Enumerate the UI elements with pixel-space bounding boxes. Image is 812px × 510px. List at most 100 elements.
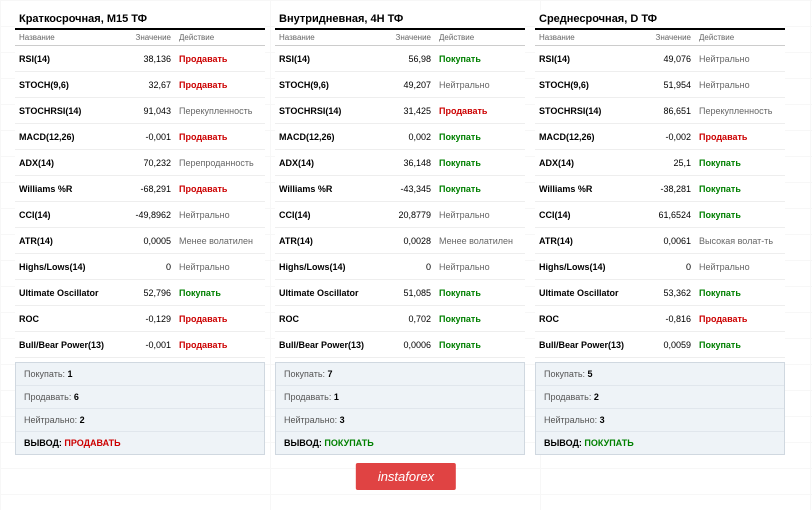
indicator-value: 51,954 [635, 77, 695, 93]
panel-header-row: НазваниеЗначениеДействие [15, 30, 265, 46]
indicator-name: Highs/Lows(14) [275, 259, 375, 275]
watermark-badge: instaforex [356, 463, 456, 490]
indicator-row: ADX(14)36,148Покупать [275, 150, 525, 176]
indicator-action: Покупать [695, 337, 785, 353]
indicator-value: -0,816 [635, 311, 695, 327]
indicator-action: Покупать [435, 311, 525, 327]
indicator-row: RSI(14)49,076Нейтрально [535, 46, 785, 72]
indicator-name: STOCHRSI(14) [275, 103, 375, 119]
indicator-name: Ultimate Oscillator [15, 285, 115, 301]
summary-buy-count: 5 [588, 369, 593, 379]
indicator-value: -0,001 [115, 337, 175, 353]
summary-sell-row: Продавать: 1 [276, 386, 524, 409]
indicator-name: RSI(14) [275, 51, 375, 67]
indicator-name: Bull/Bear Power(13) [15, 337, 115, 353]
indicator-value: 0,0061 [635, 233, 695, 249]
indicator-name: STOCH(9,6) [535, 77, 635, 93]
panel-header-row: НазваниеЗначениеДействие [275, 30, 525, 46]
indicator-row: MACD(12,26)-0,001Продавать [15, 124, 265, 150]
indicator-action: Покупать [435, 155, 525, 171]
indicator-panel: Краткосрочная, М15 ТФНазваниеЗначениеДей… [15, 10, 265, 455]
indicator-action: Нейтрально [435, 207, 525, 223]
indicator-name: Ultimate Oscillator [535, 285, 635, 301]
indicator-row: Williams %R-43,345Покупать [275, 176, 525, 202]
indicator-value: 0 [115, 259, 175, 275]
indicator-value: 32,67 [115, 77, 175, 93]
summary-neutral-row: Нейтрально: 3 [276, 409, 524, 432]
indicator-action: Перекупленность [695, 103, 785, 119]
indicator-action: Продавать [175, 77, 265, 93]
indicator-action: Продавать [695, 129, 785, 145]
indicator-action: Покупать [695, 181, 785, 197]
indicator-row: Highs/Lows(14)0Нейтрально [275, 254, 525, 280]
indicator-row: STOCHRSI(14)86,651Перекупленность [535, 98, 785, 124]
indicator-name: Bull/Bear Power(13) [535, 337, 635, 353]
indicator-row: Bull/Bear Power(13)-0,001Продавать [15, 332, 265, 358]
indicator-name: RSI(14) [15, 51, 115, 67]
summary-sell-count: 1 [334, 392, 339, 402]
indicator-value: 49,076 [635, 51, 695, 67]
col-header-value: Значение [635, 30, 695, 45]
indicator-action: Высокая волат-ть [695, 233, 785, 249]
summary-buy-row: Покупать: 1 [16, 363, 264, 386]
indicator-value: 20,8779 [375, 207, 435, 223]
summary-verdict: ПРОДАВАТЬ [64, 438, 120, 448]
indicator-row: CCI(14)61,6524Покупать [535, 202, 785, 228]
indicator-row: Ultimate Oscillator51,085Покупать [275, 280, 525, 306]
summary-verdict-row: ВЫВОД: ПОКУПАТЬ [536, 432, 784, 454]
indicator-row: STOCHRSI(14)91,043Перекупленность [15, 98, 265, 124]
indicator-row: MACD(12,26)0,002Покупать [275, 124, 525, 150]
indicator-action: Покупать [695, 155, 785, 171]
indicator-name: ROC [535, 311, 635, 327]
indicator-value: 51,085 [375, 285, 435, 301]
indicator-value: 53,362 [635, 285, 695, 301]
panel-title: Краткосрочная, М15 ТФ [15, 10, 265, 30]
indicator-row: Bull/Bear Power(13)0,0059Покупать [535, 332, 785, 358]
indicator-value: 38,136 [115, 51, 175, 67]
indicator-name: ATR(14) [15, 233, 115, 249]
indicator-name: ROC [275, 311, 375, 327]
indicator-action: Менее волатилен [435, 233, 525, 249]
col-header-name: Название [535, 30, 635, 45]
col-header-value: Значение [115, 30, 175, 45]
indicator-row: Williams %R-68,291Продавать [15, 176, 265, 202]
indicator-name: CCI(14) [535, 207, 635, 223]
indicator-action: Продавать [175, 311, 265, 327]
summary-buy-row: Покупать: 7 [276, 363, 524, 386]
indicator-row: ROC-0,129Продавать [15, 306, 265, 332]
indicator-value: -49,8962 [115, 207, 175, 223]
indicator-row: CCI(14)-49,8962Нейтрально [15, 202, 265, 228]
indicator-name: Bull/Bear Power(13) [275, 337, 375, 353]
summary-verdict: ПОКУПАТЬ [584, 438, 633, 448]
indicator-action: Продавать [175, 337, 265, 353]
indicator-name: Williams %R [15, 181, 115, 197]
indicator-name: ADX(14) [15, 155, 115, 171]
indicator-name: STOCHRSI(14) [535, 103, 635, 119]
indicator-name: ATR(14) [535, 233, 635, 249]
indicator-name: MACD(12,26) [15, 129, 115, 145]
indicator-row: RSI(14)38,136Продавать [15, 46, 265, 72]
indicator-name: Williams %R [275, 181, 375, 197]
indicator-value: 52,796 [115, 285, 175, 301]
indicator-action: Продавать [695, 311, 785, 327]
summary-box: Покупать: 5Продавать: 2Нейтрально: 3ВЫВО… [535, 362, 785, 455]
indicator-value: 36,148 [375, 155, 435, 171]
indicator-value: 0,0028 [375, 233, 435, 249]
col-header-action: Действие [175, 30, 265, 45]
indicator-action: Продавать [175, 181, 265, 197]
indicator-action: Нейтрально [175, 207, 265, 223]
indicator-row: Ultimate Oscillator53,362Покупать [535, 280, 785, 306]
indicator-action: Нейтрально [695, 51, 785, 67]
indicator-action: Нейтрально [695, 259, 785, 275]
indicator-value: 0,002 [375, 129, 435, 145]
indicator-action: Покупать [435, 129, 525, 145]
indicator-action: Перепроданность [175, 155, 265, 171]
indicator-name: STOCHRSI(14) [15, 103, 115, 119]
indicator-value: 91,043 [115, 103, 175, 119]
col-header-action: Действие [695, 30, 785, 45]
indicator-row: ROC-0,816Продавать [535, 306, 785, 332]
indicator-action: Продавать [175, 51, 265, 67]
indicator-row: STOCHRSI(14)31,425Продавать [275, 98, 525, 124]
summary-buy-row: Покупать: 5 [536, 363, 784, 386]
panel-header-row: НазваниеЗначениеДействие [535, 30, 785, 46]
